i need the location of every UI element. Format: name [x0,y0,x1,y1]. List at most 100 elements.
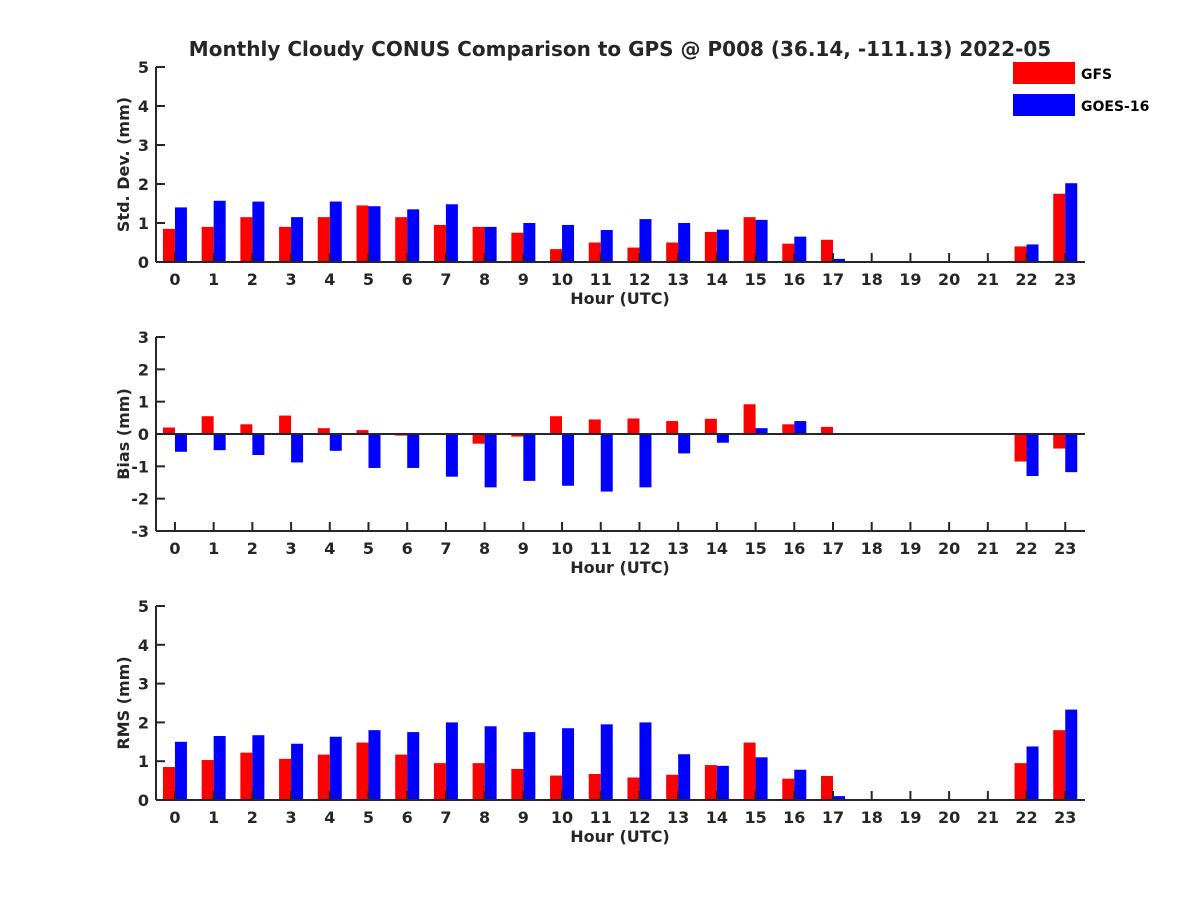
x-tick-label-18: 18 [861,808,883,827]
bar-gfs-hour-1 [201,226,214,262]
bar-gfs-hour-9 [511,434,524,437]
x-tick-label-4: 4 [324,808,335,827]
x-tick-label-20: 20 [938,270,960,289]
x-tick-label-16: 16 [783,808,805,827]
bar-goes16-hour-10 [562,728,575,800]
x-tick-label-9: 9 [518,808,529,827]
y-tick-label-neg3: -3 [131,522,149,541]
bar-gfs-hour-14 [704,231,717,262]
bar-gfs-hour-8 [472,434,485,444]
x-tick-label-1: 1 [208,539,219,558]
x-tick-label-12: 12 [628,808,650,827]
y-tick-label-0: 0 [138,425,149,444]
bar-gfs-hour-23 [1053,193,1066,262]
bar-goes16-hour-4 [329,736,342,800]
x-tick-label-14: 14 [706,539,728,558]
x-tick-label-3: 3 [286,539,297,558]
bar-goes16-hour-13 [678,754,691,800]
bar-gfs-hour-10 [550,416,563,434]
bar-goes16-hour-6 [407,209,420,262]
bar-gfs-hour-5 [356,205,369,262]
x-tick-label-17: 17 [822,808,844,827]
x-tick-label-13: 13 [667,270,689,289]
bar-gfs-hour-13 [666,774,679,800]
x-tick-label-2: 2 [247,270,258,289]
bar-gfs-hour-8 [472,226,485,262]
bar-gfs-hour-17 [820,239,833,262]
bar-goes16-hour-1 [213,200,226,262]
x-tick-label-9: 9 [518,270,529,289]
bar-goes16-hour-7 [445,722,458,800]
bar-goes16-hour-5 [368,730,381,800]
x-tick-label-0: 0 [169,539,180,558]
bar-goes16-hour-11 [600,724,613,800]
bar-goes16-hour-17 [832,258,845,262]
x-tick-label-10: 10 [551,270,573,289]
x-tick-label-23: 23 [1054,539,1076,558]
bar-goes16-hour-15 [755,219,768,262]
bar-gfs-hour-13 [666,242,679,262]
bar-gfs-hour-1 [201,760,214,800]
bar-gfs-hour-0 [162,427,175,434]
bar-goes16-hour-4 [329,434,342,451]
bar-goes16-hour-2 [252,201,265,262]
bar-goes16-hour-14 [716,229,729,262]
bar-goes16-hour-8 [484,726,497,800]
bar-gfs-hour-0 [162,767,175,800]
legend-swatch-goes16 [1013,94,1075,116]
bar-gfs-hour-12 [627,247,640,262]
bar-gfs-hour-15 [743,742,756,800]
x-tick-label-22: 22 [1015,270,1037,289]
bar-gfs-hour-12 [627,777,640,800]
bar-gfs-hour-8 [472,763,485,800]
legend-swatch-gfs [1013,62,1075,84]
x-axis-label: Hour (UTC) [570,289,670,308]
bar-goes16-hour-23 [1065,709,1078,800]
x-tick-label-22: 22 [1015,808,1037,827]
bar-gfs-hour-7 [433,763,446,800]
bar-goes16-hour-8 [484,226,497,262]
x-tick-label-10: 10 [551,539,573,558]
bar-gfs-hour-2 [240,424,253,434]
bar-goes16-hour-14 [716,765,729,800]
bar-gfs-hour-10 [550,249,563,262]
bar-goes16-hour-9 [523,223,536,262]
x-tick-label-13: 13 [667,539,689,558]
bar-gfs-hour-3 [279,758,292,800]
bar-gfs-hour-2 [240,752,253,800]
bar-goes16-hour-15 [755,428,768,434]
legend: GFS GOES-16 [1013,62,1149,116]
x-tick-label-19: 19 [899,539,921,558]
bar-goes16-hour-22 [1026,434,1039,477]
y-tick-label-1: 1 [138,214,149,233]
bar-gfs-hour-17 [820,775,833,800]
bar-gfs-hour-16 [782,424,795,434]
y-axis-label: Std. Dev. (mm) [114,97,133,232]
x-tick-label-8: 8 [479,539,490,558]
x-tick-label-18: 18 [861,539,883,558]
x-tick-label-17: 17 [822,270,844,289]
bar-goes16-hour-12 [639,722,652,800]
x-tick-label-12: 12 [628,270,650,289]
y-tick-label-neg1: -1 [131,457,149,476]
x-tick-label-1: 1 [208,808,219,827]
y-tick-label-3: 3 [138,328,149,347]
legend-label-goes16: GOES-16 [1081,99,1149,115]
bar-goes16-hour-6 [407,434,420,468]
bar-gfs-hour-14 [704,765,717,800]
bar-goes16-hour-16 [794,421,807,434]
bar-goes16-hour-0 [174,434,187,452]
bar-goes16-hour-12 [639,219,652,262]
x-tick-label-18: 18 [861,270,883,289]
bar-gfs-hour-23 [1053,730,1066,800]
bar-goes16-hour-16 [794,236,807,262]
bar-gfs-hour-0 [162,228,175,262]
x-tick-label-15: 15 [744,270,766,289]
bar-goes16-hour-1 [213,735,226,800]
x-tick-label-3: 3 [286,270,297,289]
bar-goes16-hour-11 [600,230,613,262]
x-tick-label-1: 1 [208,270,219,289]
x-tick-label-17: 17 [822,539,844,558]
